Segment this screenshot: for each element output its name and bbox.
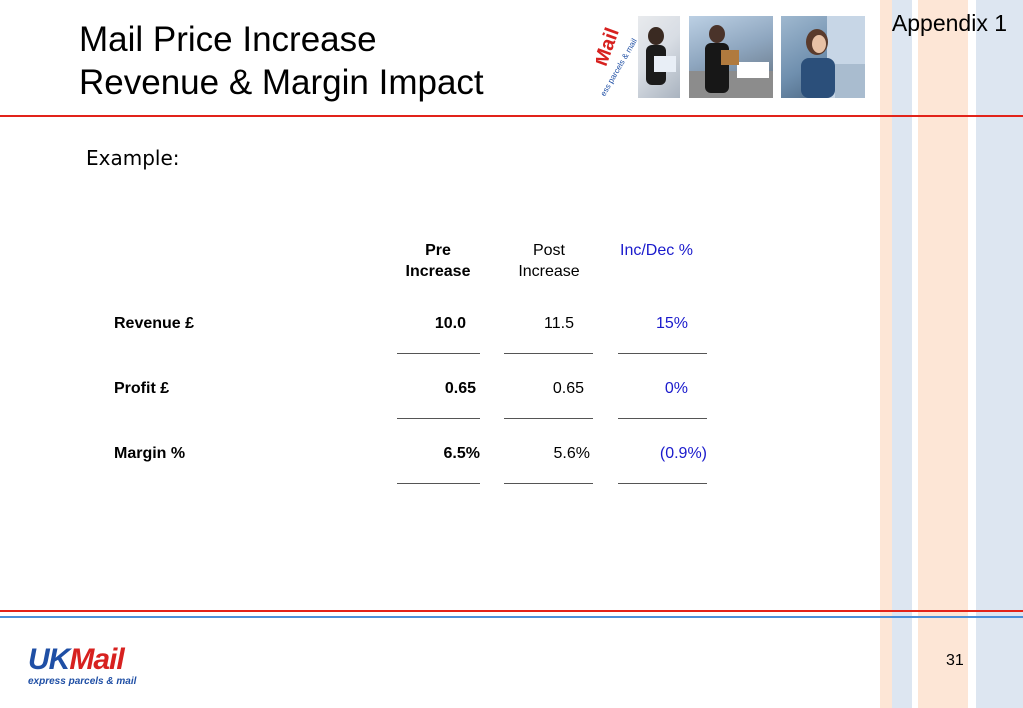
page-number: 31 xyxy=(946,652,964,669)
page-title-line-1: Mail Price Increase xyxy=(79,20,377,59)
footer-divider-blue xyxy=(0,616,1023,618)
row-label-margin: Margin % xyxy=(114,445,186,462)
profit-change-value: 0% xyxy=(664,380,688,397)
margin-post-value: 5.6% xyxy=(553,445,590,462)
revenue-pre-value: 10.0 xyxy=(434,315,466,332)
row-divider xyxy=(397,353,480,354)
profit-post-value: 0.65 xyxy=(552,380,584,397)
column-header-post: Post Increase xyxy=(505,240,593,282)
column-header-pre-line2: Increase xyxy=(405,263,471,280)
revenue-post-value: 11.5 xyxy=(544,315,574,332)
row-divider xyxy=(504,353,593,354)
row-divider xyxy=(618,353,707,354)
decorative-stripe xyxy=(880,0,892,708)
row-divider xyxy=(618,483,707,484)
example-label: Example: xyxy=(86,146,180,170)
revenue-change-value: 15% xyxy=(655,315,688,332)
column-header-pre: Pre Increase xyxy=(398,240,478,282)
logo-mail-text: Mail xyxy=(69,643,124,676)
photo-office-worker xyxy=(781,16,865,98)
profit-pre-value: 0.65 xyxy=(444,380,476,397)
decorative-stripe xyxy=(918,0,968,708)
photo-parcel-courier xyxy=(689,16,773,98)
column-header-pre-line1: Pre xyxy=(425,242,451,259)
row-label-profit: Profit £ xyxy=(114,380,170,397)
margin-change-value: (0.9%) xyxy=(659,445,707,462)
logo-uk-text: UK xyxy=(28,643,70,676)
decorative-stripe xyxy=(892,0,912,708)
header-divider xyxy=(0,115,1023,117)
column-header-change-line1: Inc/Dec % xyxy=(620,242,693,259)
appendix-label: Appendix 1 xyxy=(891,10,1007,36)
footer-divider-red xyxy=(0,610,1023,612)
row-divider xyxy=(397,483,480,484)
row-divider xyxy=(397,418,480,419)
column-header-post-line1: Post xyxy=(532,242,565,259)
logo-tagline: express parcels & mail xyxy=(28,676,137,687)
row-label-revenue: Revenue £ xyxy=(114,315,195,332)
ukmail-logo: UKMail express parcels & mail xyxy=(28,645,158,688)
photo-van-courier: Mail ess parcels & mail xyxy=(596,16,680,98)
column-header-post-line2: Increase xyxy=(518,263,580,280)
row-divider xyxy=(618,418,707,419)
page-title-line-2: Revenue & Margin Impact xyxy=(79,63,484,102)
decorative-stripe xyxy=(976,0,1023,708)
row-divider xyxy=(504,483,593,484)
margin-pre-value: 6.5% xyxy=(443,445,480,462)
column-header-change: Inc/Dec % xyxy=(620,240,693,261)
logo-wordmark: UKMail xyxy=(28,645,158,675)
row-divider xyxy=(504,418,593,419)
